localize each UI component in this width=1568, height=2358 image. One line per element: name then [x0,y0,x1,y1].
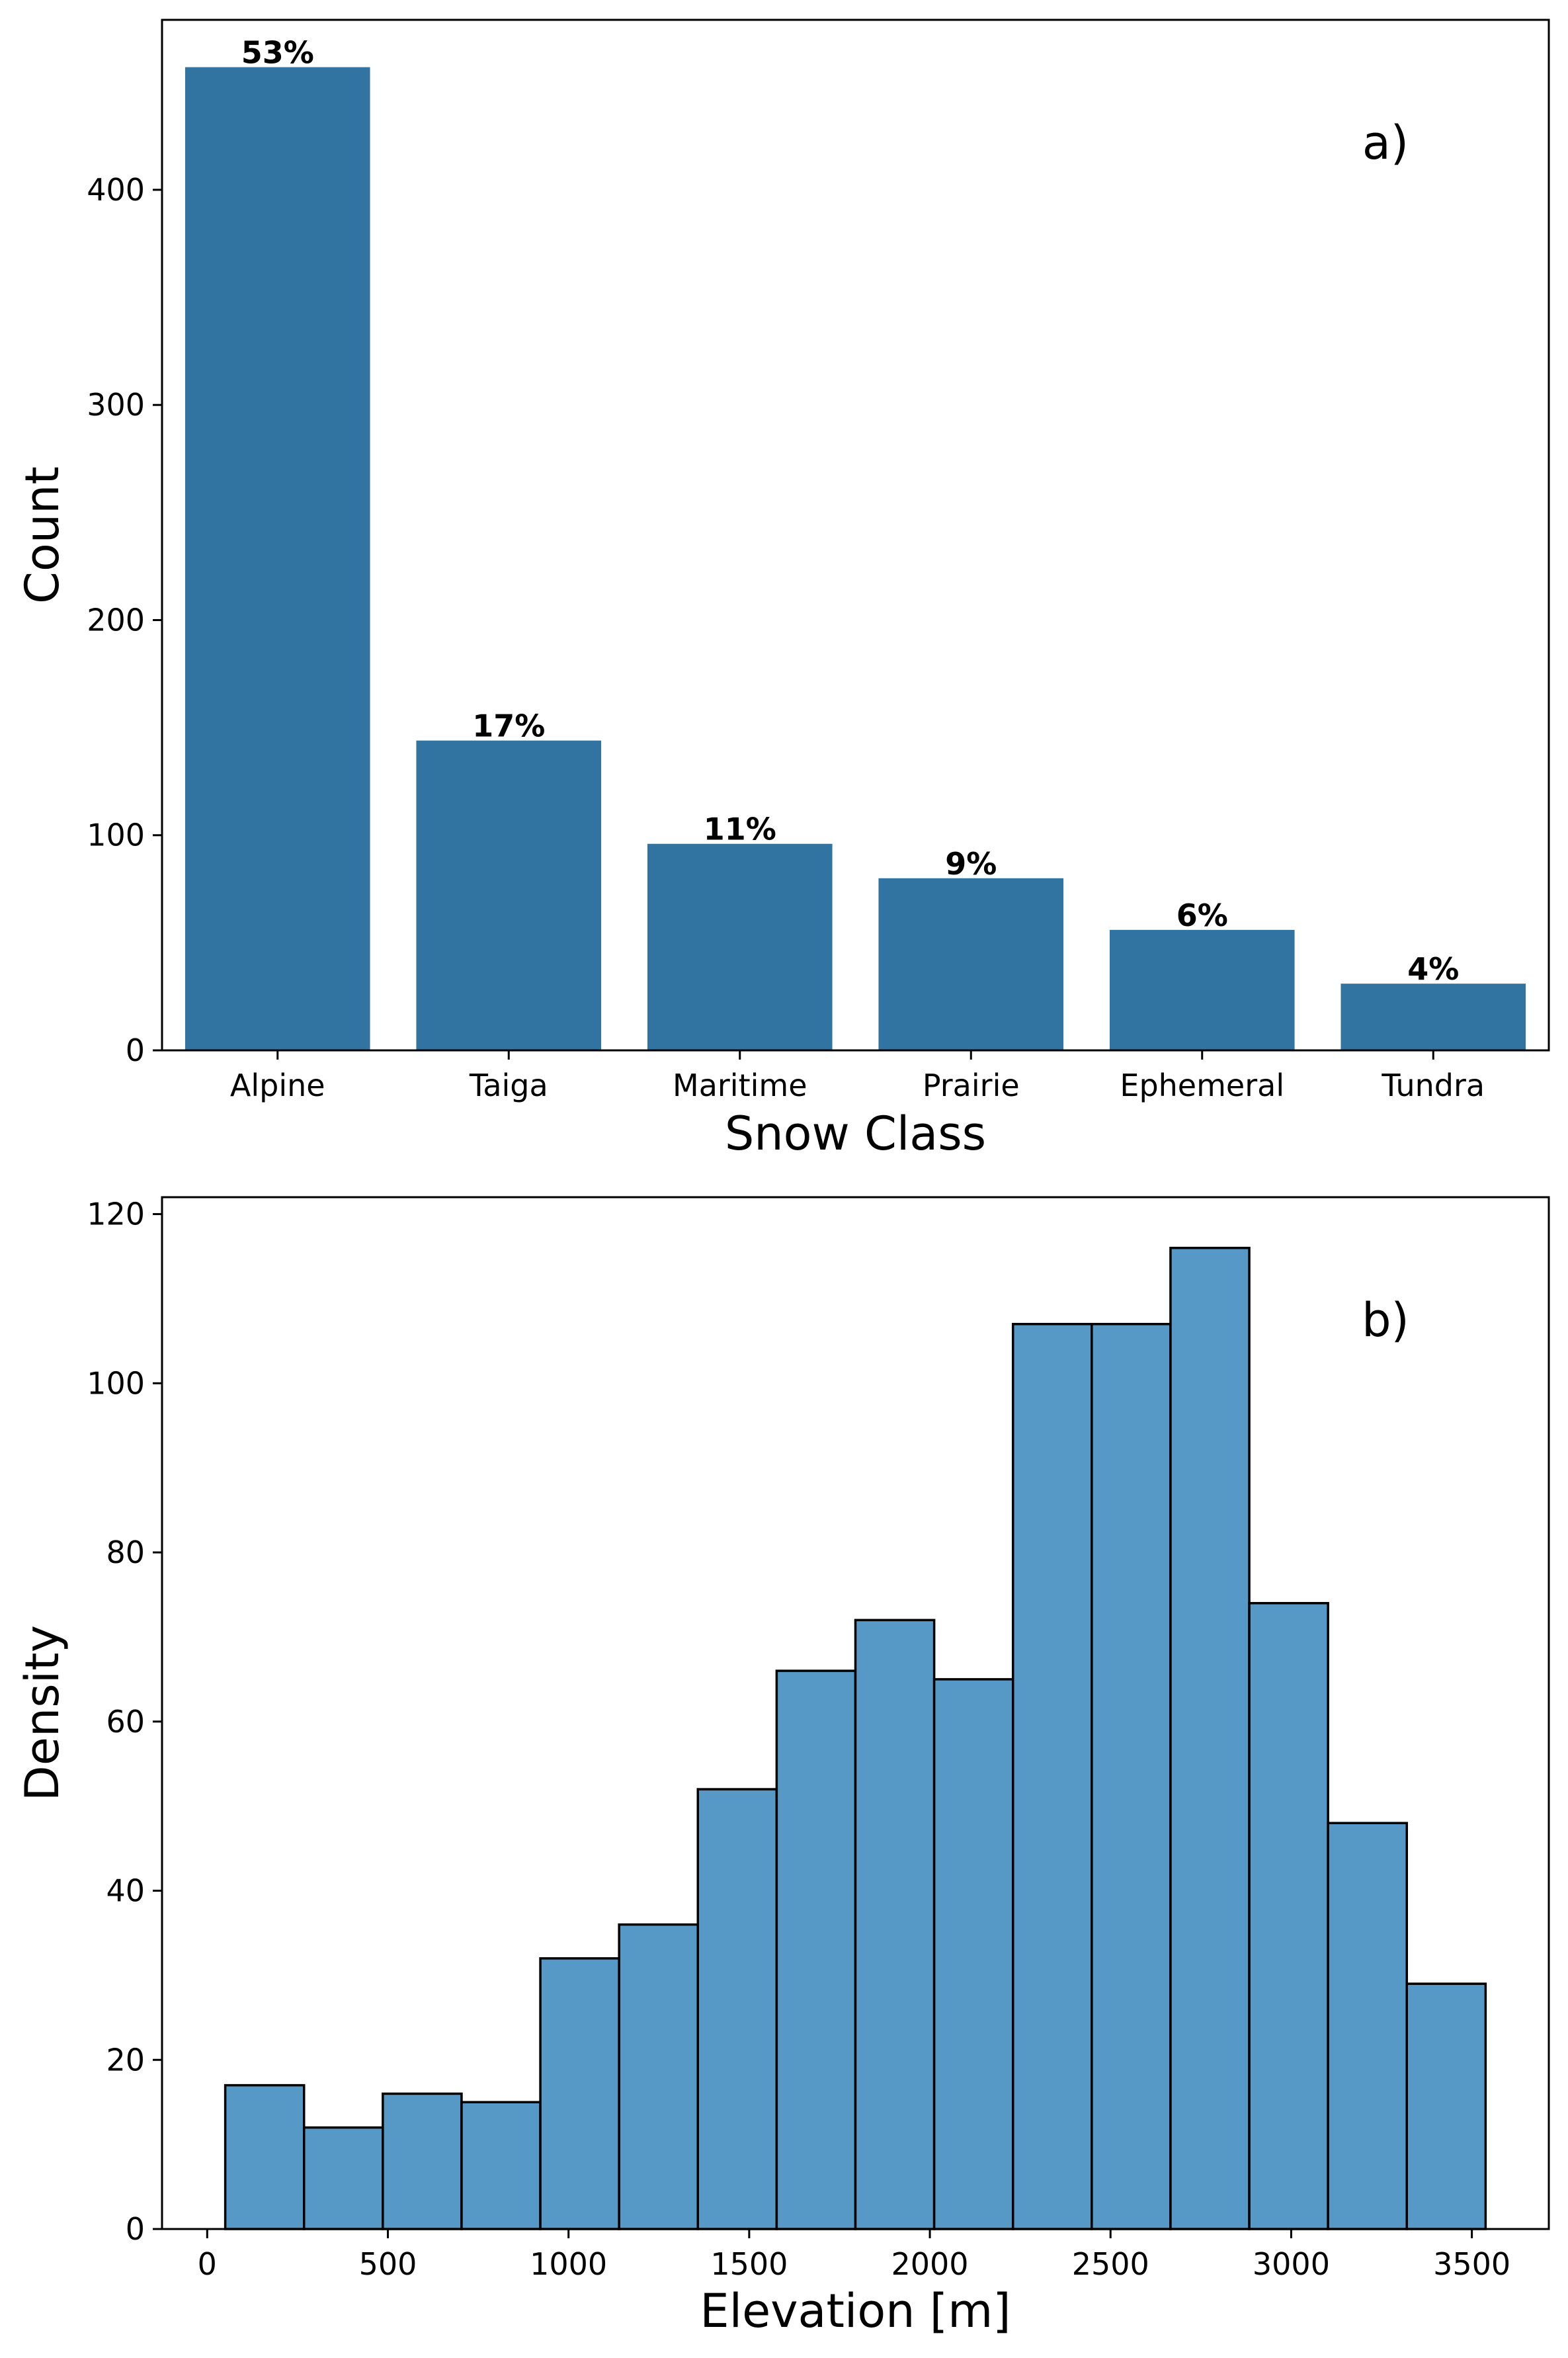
y-tick-label: 200 [87,602,145,638]
x-tick-label: 0 [198,2246,217,2282]
x-axis-ticks: Alpine Taiga Maritime Prairie Ephemeral Tundr… [230,1050,1485,1103]
bar-series [185,67,1526,1051]
histogram-bin [854,1619,936,2230]
x-tick-label: 1500 [710,2246,788,2282]
panel-tag: a) [1362,116,1409,170]
x-tick-label: Taiga [469,1068,548,1103]
y-tick-label: 80 [106,1535,145,1570]
y-tick-label: 0 [126,2211,145,2247]
bar-label: 4% [1407,951,1459,987]
x-axis-label: Snow Class [725,1107,986,1161]
x-tick-label: 500 [359,2246,417,2282]
histogram-bins [224,1246,1487,2230]
histogram-bin [1011,1323,1093,2230]
panel-tag: b) [1362,1293,1409,1347]
y-tick-label: 0 [126,1032,145,1068]
x-axis-ticks: 0 500 1000 1500 2000 2500 3000 3500 [198,2229,1510,2282]
x-tick-label: 3500 [1433,2246,1510,2282]
histogram-bin [1169,1246,1251,2230]
bar-label: 17% [472,708,545,744]
y-tick-label: 100 [87,1365,145,1401]
histogram-bin [1091,1323,1172,2230]
panel-a-bar-chart: 53% 17% 11% 9% 6% 4% 0 100 200 300 400 Alpine Taig… [15,19,1550,1161]
x-tick-label: Prairie [923,1068,1020,1103]
histogram-bin [224,2084,306,2230]
bar-prairie [878,878,1064,1050]
bar-tundra [1341,984,1526,1050]
x-axis-label: Elevation [m] [700,2284,1011,2338]
x-tick-label: 2500 [1072,2246,1149,2282]
bar-label: 53% [241,35,314,71]
histogram-bin [1327,1822,1409,2230]
histogram-bin [932,1678,1014,2230]
histogram-bin [302,2126,384,2230]
y-axis-label: Density [15,1625,69,1801]
bar-ephemeral [1109,929,1295,1050]
x-tick-label: 3000 [1253,2246,1330,2282]
y-axis-ticks: 0 20 40 60 80 100 120 [87,1197,162,2247]
histogram-bin [618,1923,700,2230]
y-tick-label: 120 [87,1197,145,1232]
y-axis-ticks: 0 100 200 300 400 [87,172,162,1068]
bar-alpine [185,67,370,1051]
bar-taiga [416,740,602,1050]
panel-b-histogram: 0 20 40 60 80 100 120 0 500 1000 1500 2000 2500 3000… [15,1196,1550,2338]
histogram-bin [460,2101,542,2230]
x-tick-label: Tundra [1381,1068,1485,1103]
x-tick-label: 2000 [891,2246,969,2282]
histogram-bin [539,1957,620,2230]
y-tick-label: 400 [87,172,145,208]
y-tick-label: 40 [106,1873,145,1909]
histogram-bin [775,1669,857,2230]
x-tick-label: Maritime [673,1068,807,1103]
y-tick-label: 300 [87,387,145,423]
y-tick-label: 60 [106,1704,145,1740]
bar-label: 11% [704,812,776,847]
bar-label: 6% [1176,898,1228,933]
axes-frame [161,1196,1550,2230]
histogram-bin [696,1788,778,2230]
histogram-bin [1248,1602,1329,2230]
bar-maritime [647,843,833,1050]
axes-frame [161,19,1550,1052]
histogram-bin [382,2092,463,2230]
y-axis-label: Count [15,466,69,604]
histogram-bin [1405,1982,1487,2230]
x-tick-label: Alpine [230,1068,325,1103]
x-tick-label: Ephemeral [1120,1068,1284,1103]
bar-label: 9% [945,846,997,882]
y-tick-label: 100 [87,818,145,853]
x-tick-label: 1000 [530,2246,607,2282]
y-tick-label: 20 [106,2042,145,2078]
bar-percentage-labels: 53% 17% 11% 9% 6% 4% [241,35,1460,988]
